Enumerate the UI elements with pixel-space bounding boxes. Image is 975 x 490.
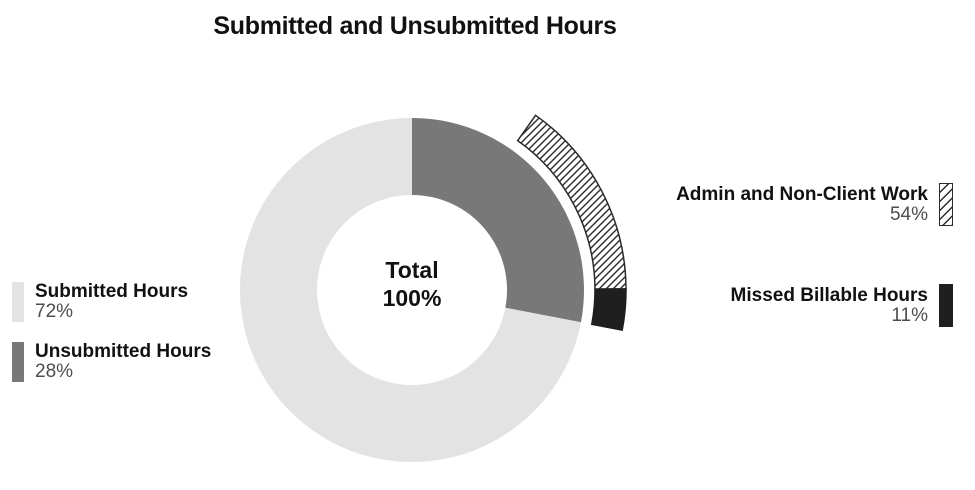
donut-center-label: Total 100% bbox=[332, 256, 492, 312]
legend-swatch-missed-billable-hours bbox=[939, 284, 953, 327]
chart-title: Submitted and Unsubmitted Hours bbox=[213, 12, 617, 40]
slice-unsubmitted-hours bbox=[412, 118, 584, 323]
legend-right: Admin and Non-Client Work 54% Missed Bil… bbox=[623, 183, 953, 327]
legend-swatch-unsubmitted-hours bbox=[12, 342, 24, 382]
legend-percent: 54% bbox=[889, 204, 928, 225]
legend-item-submitted-hours: Submitted Hours 72% bbox=[12, 282, 252, 322]
slice-submitted-hours bbox=[239, 118, 581, 462]
legend-swatch-submitted-hours bbox=[12, 282, 24, 322]
legend-item-missed-billable-hours: Missed Billable Hours 11% bbox=[623, 284, 953, 327]
center-label-value: 100% bbox=[382, 285, 442, 311]
legend-label: Unsubmitted Hours bbox=[35, 341, 212, 362]
legend-label: Missed Billable Hours bbox=[730, 285, 928, 306]
legend-item-unsubmitted-hours: Unsubmitted Hours 28% bbox=[12, 342, 252, 382]
legend-left: Submitted Hours 72% Unsubmitted Hours 28… bbox=[12, 282, 252, 402]
legend-label: Admin and Non-Client Work bbox=[676, 184, 928, 205]
center-label-title: Total bbox=[385, 257, 439, 283]
legend-percent: 72% bbox=[35, 301, 74, 322]
legend-label: Submitted Hours bbox=[35, 281, 189, 302]
legend-percent: 11% bbox=[891, 305, 928, 326]
donut-chart bbox=[239, 114, 627, 462]
legend-percent: 28% bbox=[35, 361, 74, 382]
arc-missed-billable-hours bbox=[590, 288, 627, 331]
legend-item-admin-non-client-work: Admin and Non-Client Work 54% bbox=[623, 183, 953, 226]
legend-swatch-admin-non-client-work bbox=[939, 183, 953, 226]
